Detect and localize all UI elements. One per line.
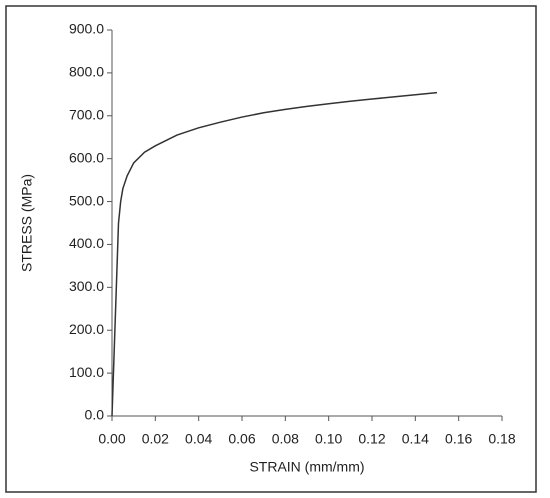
- x-tick-label: 0.06: [228, 431, 255, 447]
- x-tick-label: 0.08: [272, 431, 299, 447]
- y-tick-label: 800.0: [69, 64, 104, 80]
- x-tick-label: 0.14: [402, 431, 429, 447]
- y-tick-label: 600.0: [69, 149, 104, 165]
- y-axis-label: STRESS (MPa): [19, 174, 35, 272]
- x-axis-label: STRAIN (mm/mm): [249, 459, 364, 475]
- x-tick-label: 0.18: [488, 431, 515, 447]
- y-tick-label: 900.0: [69, 21, 104, 37]
- x-tick-label: 0.02: [142, 431, 169, 447]
- y-tick-label: 200.0: [69, 321, 104, 337]
- x-tick-label: 0.10: [315, 431, 342, 447]
- frame: [5, 5, 537, 493]
- y-tick-label: 0.0: [85, 407, 105, 423]
- y-tick-label: 300.0: [69, 278, 104, 294]
- data-line: [111, 91, 438, 417]
- x-tick-label: 0.04: [185, 431, 212, 447]
- y-tick-label: 100.0: [69, 364, 104, 380]
- x-tick-label: 0.16: [445, 431, 472, 447]
- y-tick-label: 400.0: [69, 235, 104, 251]
- y-tick-label: 500.0: [69, 192, 104, 208]
- y-tick-label: 700.0: [69, 106, 104, 122]
- x-tick-label: 0.00: [98, 431, 125, 447]
- x-tick-label: 0.12: [358, 431, 385, 447]
